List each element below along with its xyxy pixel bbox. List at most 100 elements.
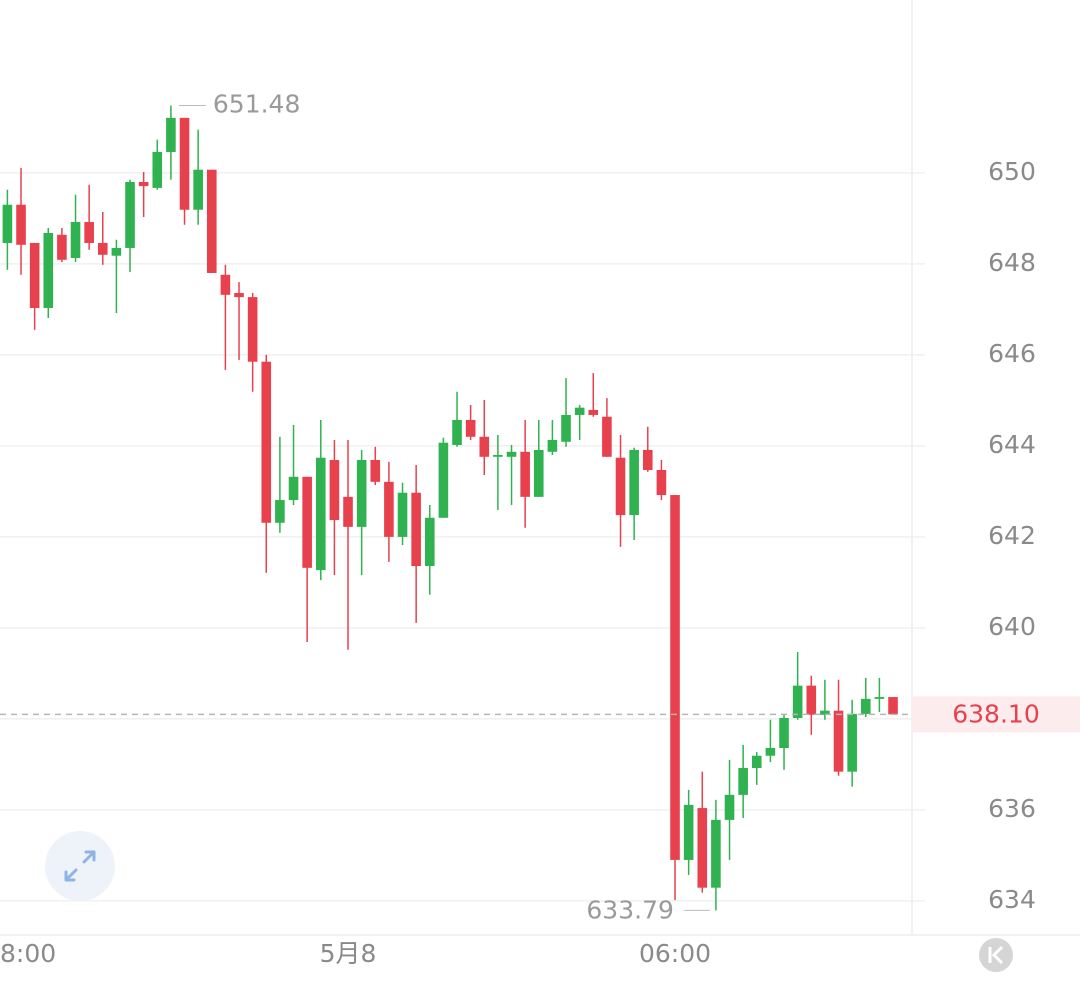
x-tick-label: 8:00	[0, 939, 56, 968]
candle-body	[193, 169, 203, 210]
candle-body	[888, 697, 898, 715]
candle	[602, 398, 612, 457]
candle-body	[820, 710, 830, 715]
candle	[179, 117, 190, 225]
candle	[29, 242, 40, 330]
candle	[247, 293, 258, 392]
x-tick-label: 5月8	[320, 939, 377, 968]
candle-body	[343, 496, 353, 527]
candle-body	[642, 449, 653, 471]
candle	[138, 171, 149, 218]
candle-body	[411, 492, 421, 567]
candle-body	[275, 500, 285, 523]
candle	[206, 169, 217, 273]
y-tick-label: 640	[988, 612, 1036, 641]
candle-body	[438, 442, 449, 518]
candle-body	[302, 476, 312, 568]
candle-body	[697, 808, 708, 888]
expand-button[interactable]	[45, 831, 115, 901]
candle	[779, 714, 789, 770]
candle	[302, 476, 312, 642]
candle-body	[220, 274, 231, 295]
expand-icon[interactable]	[64, 850, 96, 882]
expand-circle[interactable]	[45, 831, 115, 901]
y-tick-label: 636	[988, 794, 1036, 823]
candle-body	[806, 685, 817, 715]
candle-body	[765, 748, 776, 756]
min-label: 633.79	[586, 895, 673, 924]
candle-body	[493, 454, 503, 457]
candle	[656, 459, 667, 501]
candle-body	[315, 457, 326, 571]
candle-body	[424, 517, 435, 567]
candle-body	[860, 698, 871, 714]
candle-body	[57, 234, 67, 260]
candle	[57, 227, 67, 263]
candle	[465, 404, 476, 440]
candle	[588, 373, 599, 417]
candle	[125, 179, 135, 273]
candle-body	[792, 685, 803, 718]
y-tick-label: 650	[988, 157, 1036, 186]
candle-body	[602, 416, 612, 457]
candle	[438, 437, 449, 518]
candle-body	[656, 470, 667, 496]
candle	[629, 447, 639, 541]
candle	[506, 444, 517, 506]
candle	[479, 399, 490, 476]
candle	[43, 227, 54, 319]
candle-body	[874, 697, 885, 699]
candle	[520, 419, 530, 528]
candle	[533, 419, 544, 497]
candle	[166, 105, 176, 180]
candle-body	[779, 717, 789, 748]
candle-body	[288, 476, 299, 501]
candle	[493, 434, 503, 511]
candle-body	[43, 232, 54, 309]
candle-body	[29, 242, 40, 309]
candle	[261, 354, 272, 573]
candle	[711, 799, 721, 911]
candle	[234, 282, 244, 360]
candle	[697, 771, 708, 893]
candle-body	[166, 117, 176, 152]
candle-body	[506, 451, 517, 457]
candle	[806, 675, 817, 735]
candle-body	[561, 414, 571, 442]
candle	[356, 449, 367, 576]
candle	[751, 752, 762, 785]
candle-body	[70, 222, 81, 258]
candle	[397, 482, 408, 546]
candle-body	[465, 419, 476, 437]
candle-body	[520, 451, 530, 497]
candle	[70, 194, 81, 263]
latest-icon[interactable]	[988, 945, 1004, 965]
candle-body	[588, 409, 599, 415]
candle	[561, 378, 571, 447]
last-price-box	[912, 696, 1080, 733]
candle-body	[751, 755, 762, 769]
candle-body	[125, 181, 135, 248]
back-to-latest-button[interactable]	[979, 938, 1013, 972]
candle	[370, 446, 381, 486]
candle-body	[152, 151, 163, 188]
candle	[833, 679, 844, 776]
candle	[547, 419, 558, 455]
candle-body	[138, 181, 149, 187]
candle	[84, 184, 94, 250]
candle	[329, 439, 340, 576]
candle	[452, 391, 462, 447]
candle-body	[738, 768, 748, 795]
max-label: 651.48	[213, 90, 300, 119]
candle-body	[397, 492, 408, 537]
candle	[738, 744, 748, 819]
candle-body	[711, 819, 721, 888]
candle	[820, 679, 830, 720]
candle-body	[629, 449, 639, 516]
y-tick-label: 642	[988, 521, 1036, 550]
x-tick-label: 06:00	[639, 939, 711, 968]
candle	[97, 212, 108, 265]
candle	[574, 404, 585, 440]
candle	[724, 759, 735, 860]
